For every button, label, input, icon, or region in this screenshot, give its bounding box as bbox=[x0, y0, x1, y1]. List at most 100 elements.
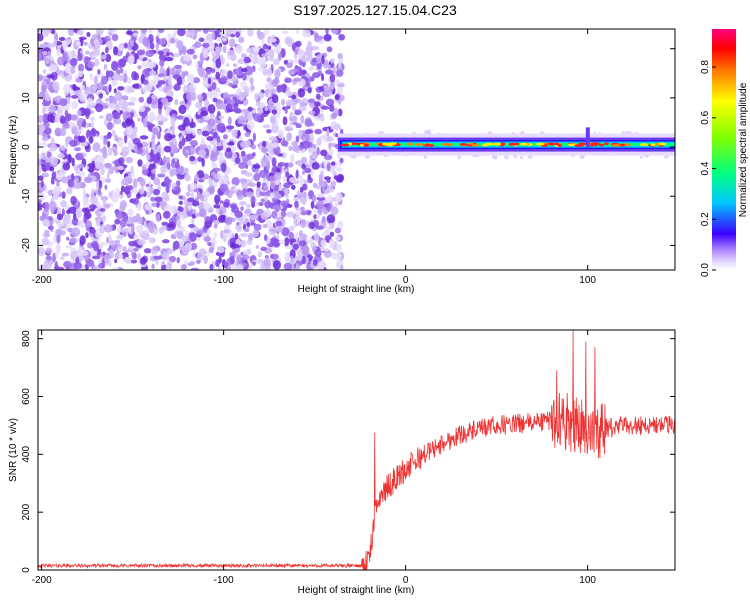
spectrogram-cell bbox=[139, 186, 145, 195]
spectrogram-cell bbox=[313, 214, 318, 220]
spectrogram-cell bbox=[264, 254, 269, 259]
spectrogram-cell bbox=[165, 184, 170, 193]
spectrogram-cell bbox=[145, 49, 155, 58]
spectrogram-cell bbox=[95, 103, 104, 113]
spectrogram-cell bbox=[255, 244, 260, 249]
spectrogram-cell bbox=[155, 35, 160, 43]
spectrogram-cell bbox=[209, 263, 214, 270]
spectrogram-cell bbox=[126, 102, 136, 106]
band-peak-cell bbox=[382, 142, 389, 146]
spectrogram-cell bbox=[277, 129, 285, 139]
spectrogram-cell bbox=[117, 165, 124, 171]
spectrogram-cell bbox=[98, 93, 104, 99]
spectrogram-cell bbox=[115, 210, 124, 220]
spectrogram-cell bbox=[41, 237, 50, 246]
spectrogram-cell bbox=[297, 88, 306, 98]
spectrogram-cell bbox=[163, 145, 172, 153]
spectrogram-cell bbox=[241, 112, 245, 117]
spectrogram-cell bbox=[246, 153, 254, 160]
spectrogram-heatmap bbox=[38, 29, 675, 270]
spectrogram-cell bbox=[70, 195, 77, 205]
spectrogram-cell bbox=[238, 92, 245, 102]
spectrogram-cell bbox=[142, 56, 148, 61]
spectrogram-cell bbox=[208, 246, 214, 254]
spectrogram-cell bbox=[244, 132, 251, 138]
spectrogram-cell bbox=[250, 222, 256, 226]
spectrogram-cell bbox=[90, 195, 98, 205]
spectrogram-cell bbox=[272, 260, 282, 270]
spectrogram-cell bbox=[152, 245, 161, 252]
spectrogram-cell bbox=[150, 148, 154, 158]
band-peak-cell bbox=[598, 143, 605, 147]
spectrogram-cell bbox=[284, 237, 290, 247]
spectrogram-cell bbox=[82, 196, 90, 206]
spectrogram-cell bbox=[86, 31, 91, 38]
band-peak-cell bbox=[468, 142, 474, 146]
spectrogram-cell bbox=[253, 172, 261, 182]
spectrogram-cell bbox=[110, 146, 118, 152]
colorbar-gradient bbox=[712, 29, 736, 270]
spectrogram-cell bbox=[49, 156, 59, 166]
spectrogram-cell bbox=[234, 156, 241, 164]
spectrogram-cell bbox=[166, 162, 171, 170]
spectrogram-cell bbox=[162, 210, 171, 219]
spectrogram-cell bbox=[269, 37, 277, 43]
spectrogram-cell bbox=[176, 231, 184, 240]
spectrogram-cell bbox=[228, 38, 236, 48]
spectrogram-cell bbox=[126, 77, 132, 84]
spectrogram-cell bbox=[127, 208, 134, 217]
spectrogram-cell bbox=[286, 162, 294, 168]
spectrogram-cell bbox=[198, 178, 205, 183]
spectrogram-cell bbox=[340, 264, 344, 270]
spectrogram-cell bbox=[110, 29, 117, 34]
spectrogram-cell bbox=[307, 86, 312, 94]
spectrogram-cell bbox=[151, 94, 157, 99]
spectrogram-cell bbox=[127, 140, 134, 149]
spectrogram-cell bbox=[41, 84, 47, 93]
band-peak-cell bbox=[500, 142, 506, 146]
spectrogram-cell bbox=[220, 56, 225, 65]
spectrogram-cell bbox=[218, 115, 225, 120]
spectrogram-cell bbox=[305, 80, 311, 88]
spectrogram-cell bbox=[102, 214, 106, 222]
spectrogram-cell bbox=[75, 41, 81, 47]
spectrogram-cell bbox=[208, 184, 215, 195]
spectrogram-cell bbox=[330, 180, 337, 188]
spectrogram-cell bbox=[38, 202, 43, 211]
spectrogram-cell bbox=[225, 103, 233, 113]
spectrogram-cell bbox=[240, 141, 249, 149]
spectrogram-cell bbox=[293, 218, 297, 228]
spectrogram-cell bbox=[80, 84, 85, 91]
spectrogram-cell bbox=[328, 142, 332, 151]
x-tick-label: 0 bbox=[403, 575, 409, 586]
spectrogram-cell bbox=[137, 65, 142, 70]
spectrogram-cell bbox=[137, 117, 141, 122]
spectrogram-cell bbox=[205, 68, 212, 75]
spectrogram-cell bbox=[297, 254, 303, 262]
spectrogram-cell bbox=[117, 86, 125, 91]
spectrogram-cell bbox=[246, 47, 252, 53]
spectrogram-cell bbox=[295, 213, 299, 221]
spectrogram-cell bbox=[63, 260, 72, 269]
spectrogram-cell bbox=[75, 152, 84, 161]
spectrogram-cell bbox=[296, 219, 301, 227]
spectrogram-cell bbox=[161, 191, 169, 201]
spectrogram-cell bbox=[56, 222, 65, 227]
spectrogram-cell bbox=[54, 127, 62, 137]
spectrogram-cell bbox=[90, 118, 95, 128]
spectrogram-cell bbox=[70, 114, 78, 121]
spectrogram-cell bbox=[268, 49, 273, 59]
spectrogram-cell bbox=[86, 61, 96, 69]
spectrogram-cell bbox=[228, 141, 235, 146]
spectrogram-cell bbox=[211, 31, 216, 41]
spectrogram-cell bbox=[299, 105, 307, 112]
spectrogram-cell bbox=[232, 106, 240, 112]
spectrogram-cell bbox=[77, 63, 85, 72]
spectrogram-cell bbox=[85, 232, 89, 239]
spectrogram-cell bbox=[333, 175, 339, 180]
spectrogram-cell bbox=[290, 153, 295, 164]
spectrogram-cell bbox=[295, 231, 299, 242]
spectrogram-cell bbox=[47, 50, 52, 58]
spectrogram-cell bbox=[295, 123, 302, 129]
spectrogram-cell bbox=[174, 185, 180, 192]
